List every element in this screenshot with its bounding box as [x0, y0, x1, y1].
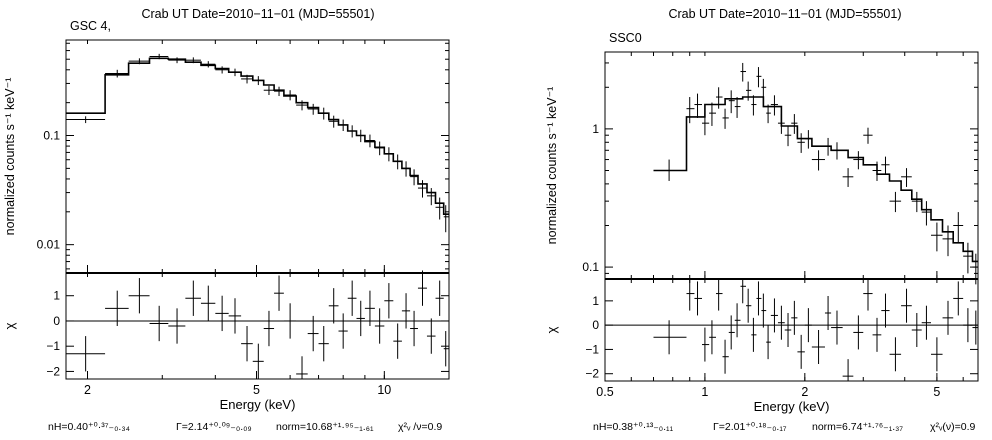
- resid-y-tick-label: 1: [53, 289, 60, 303]
- fit-param-norm: norm=10.68⁺¹·⁹⁵₋₁.₆₁: [276, 421, 374, 433]
- x-tick-label: 2: [801, 385, 808, 399]
- y-axis-label: normalized counts s⁻¹ keV⁻¹: [3, 78, 17, 236]
- instrument-label: SSC0: [609, 31, 642, 45]
- resid-y-tick-label: −2: [585, 367, 599, 381]
- y-tick-label: 0.01: [37, 238, 61, 252]
- x-tick-label: 0.5: [596, 385, 613, 399]
- resid-y-tick-label: −2: [46, 364, 60, 378]
- y-tick-label: 1: [592, 122, 599, 136]
- y-axis-label: normalized counts s⁻¹ keV⁻¹: [545, 87, 559, 245]
- y-tick-label: 0.1: [582, 260, 599, 274]
- fit-param-gamma: Γ=2.01⁺⁰·¹⁸₋₀.₁₇: [713, 421, 787, 433]
- x-tick-label: 1: [701, 385, 708, 399]
- fit-param-nh: nH=0.38⁺⁰·¹³₋₀.₁₁: [593, 421, 674, 433]
- x-tick-label: 5: [933, 385, 940, 399]
- resid-y-tick-label: 1: [592, 294, 599, 308]
- fit-param-gamma: Γ=2.14⁺⁰·⁰⁹₋₀.₀₉: [176, 421, 252, 433]
- instrument-label: GSC 4,: [70, 19, 111, 33]
- y-tick-label: 0.1: [43, 129, 60, 143]
- fit-param-chi2: χ²ᵥ /ν=0.9: [398, 421, 442, 433]
- x-tick-label: 5: [253, 383, 260, 397]
- spectrum-panel-1: Crab UT Date=2010−11−01 (MJD=55501) SSC0 1…: [544, 7, 979, 433]
- model-step-line: [66, 57, 449, 215]
- x-axis-label: Energy (keV): [220, 397, 296, 412]
- model-step-line: [653, 96, 978, 263]
- plot-title: Crab UT Date=2010−11−01 (MJD=55501): [141, 7, 374, 21]
- resid-y-tick-label: 0: [592, 318, 599, 332]
- fit-param-norm: norm=6.74⁺¹·⁷⁶₋₁.₃₇: [812, 421, 903, 433]
- spectrum-frame: [604, 51, 979, 280]
- x-tick-label: 2: [84, 383, 91, 397]
- residual-frame: [65, 272, 450, 380]
- resid-y-tick-label: −1: [46, 339, 60, 353]
- spectrum-panel-0: Crab UT Date=2010−11−01 (MJD=55501) GSC 4…: [2, 7, 450, 433]
- resid-axis-label: χ: [2, 322, 17, 329]
- fit-param-chi2: χ²ᵥ(ν)=0.9: [930, 421, 976, 433]
- x-tick-label: 10: [377, 383, 391, 397]
- resid-y-tick-label: −1: [585, 342, 599, 356]
- plot-title: Crab UT Date=2010−11−01 (MJD=55501): [668, 7, 901, 21]
- residual-frame: [604, 278, 979, 382]
- fit-param-nh: nH=0.40⁺⁰·³⁷₋₀.₃₄: [48, 421, 130, 433]
- x-axis-label: Energy (keV): [754, 399, 830, 414]
- resid-axis-label: χ: [544, 326, 559, 333]
- resid-y-tick-label: 0: [53, 314, 60, 328]
